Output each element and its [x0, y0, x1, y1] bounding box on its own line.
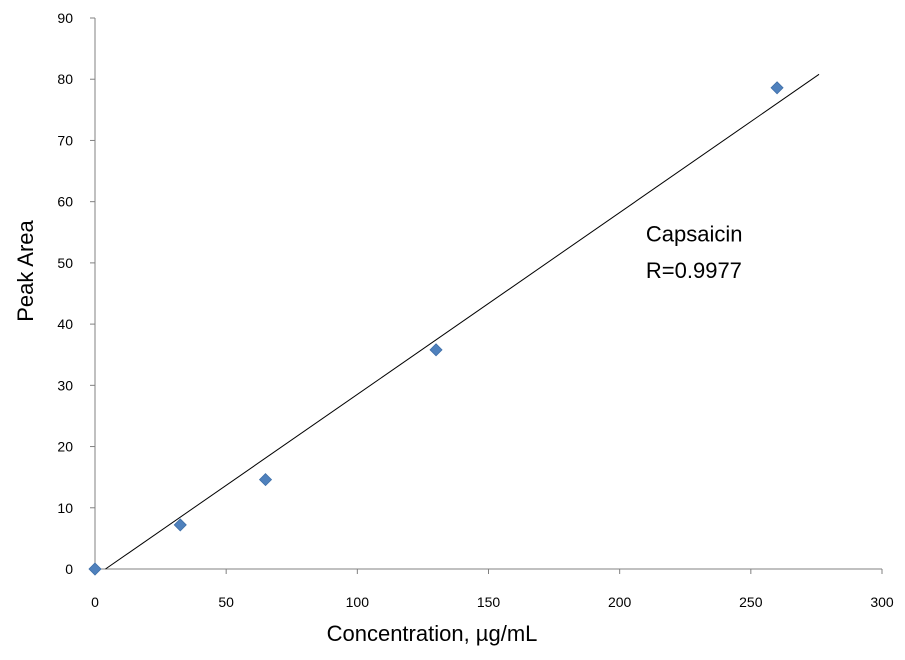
y-tick-label: 10 — [57, 500, 73, 516]
y-tick-label: 20 — [57, 439, 73, 455]
annotation-label: Capsaicin — [646, 221, 743, 246]
data-point — [258, 473, 273, 487]
x-axis-title: Concentration, µg/mL — [327, 621, 538, 646]
x-tick-label: 100 — [346, 594, 370, 610]
y-axis-title: Peak Area — [13, 219, 38, 321]
trendline — [105, 73, 820, 570]
y-tick-label: 0 — [65, 561, 73, 577]
y-tick-label: 90 — [57, 10, 73, 26]
data-point — [173, 518, 187, 532]
x-tick-label: 50 — [218, 594, 234, 610]
x-tick-label: 200 — [608, 594, 632, 610]
data-point — [88, 562, 102, 576]
x-tick-label: 0 — [91, 594, 99, 610]
y-tick-label: 30 — [57, 377, 73, 393]
x-tick-label: 250 — [739, 594, 763, 610]
y-tick-label: 60 — [57, 194, 73, 210]
y-tick-label: 40 — [57, 316, 73, 332]
x-tick-label: 150 — [477, 594, 501, 610]
x-tick-label: 300 — [870, 594, 894, 610]
data-point — [770, 81, 784, 95]
annotation-label: R=0.9977 — [646, 258, 742, 283]
data-point — [429, 343, 443, 357]
y-tick-label: 70 — [57, 132, 73, 148]
y-tick-label: 80 — [57, 71, 73, 87]
y-tick-label: 50 — [57, 255, 73, 271]
